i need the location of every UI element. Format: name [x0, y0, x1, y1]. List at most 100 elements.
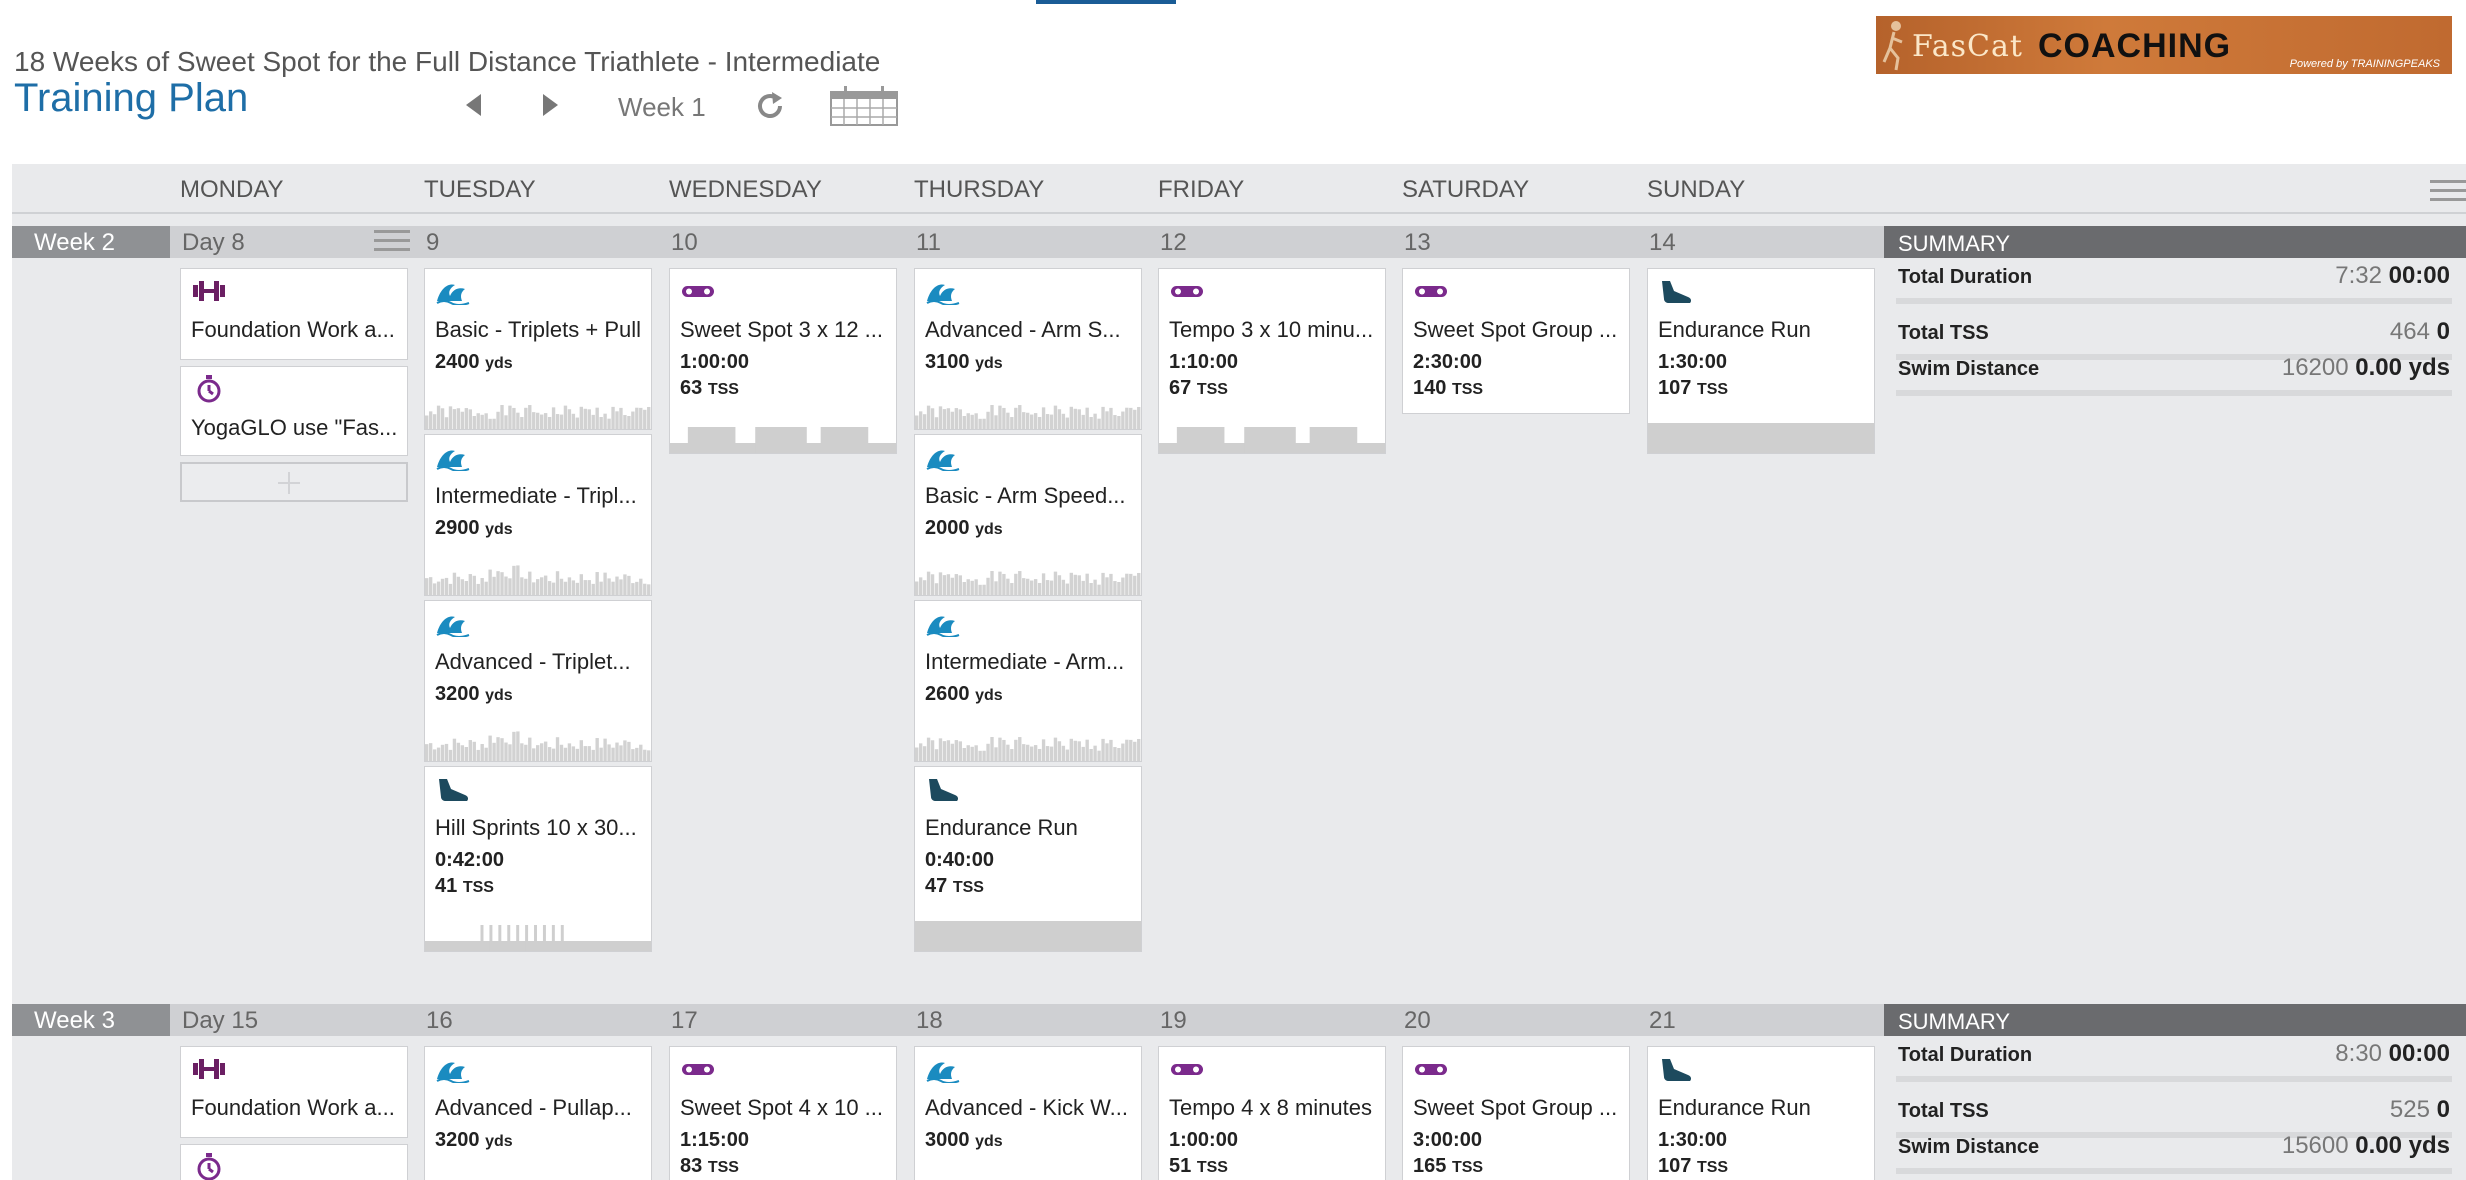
swim-icon — [925, 277, 961, 306]
workout-card[interactable]: Advanced - Pullap... 3200 yds — [424, 1046, 652, 1180]
workout-card[interactable]: Sweet Spot Group ... 3:00:00 165 TSS — [1402, 1046, 1630, 1180]
bike-icon — [680, 1055, 716, 1083]
workout-card[interactable]: YogaGLO use "Fas... — [180, 366, 408, 456]
workout-card[interactable]: Foundation Work a... — [180, 1046, 408, 1138]
workout-card[interactable]: Intermediate - Arm... 2600 yds — [914, 600, 1142, 762]
workout-card[interactable]: Tempo 3 x 10 minu... 1:10:00 67 TSS — [1158, 268, 1386, 454]
workout-primary-metric: 3:00:00 — [1413, 1129, 1482, 1151]
workout-profile-graph — [425, 565, 651, 595]
bike-icon — [1413, 277, 1449, 305]
day-menu-icon[interactable] — [374, 230, 410, 252]
workout-card[interactable]: Sweet Spot 4 x 10 ... 1:15:00 83 TSS — [669, 1046, 897, 1180]
workout-title: Tempo 4 x 8 minutes — [1169, 1095, 1372, 1120]
week-row: Week 3 Day 15 16 17 18 19 20 21 SUMMARY … — [12, 1004, 2466, 1180]
workout-profile-graph — [915, 571, 1141, 595]
workout-title: Sweet Spot Group ... — [1413, 1095, 1618, 1120]
day-number: Day 8 — [182, 229, 245, 256]
workout-title: Sweet Spot 3 x 12 ... — [680, 317, 884, 342]
workout-tss: 67 TSS — [1169, 377, 1228, 399]
workout-title: Intermediate - Tripl... — [435, 483, 637, 508]
swim-icon — [435, 277, 471, 306]
bike-icon — [1169, 277, 1205, 305]
workout-card[interactable]: Sweet Spot 3 x 12 ... 1:00:00 63 TSS — [669, 268, 897, 454]
workout-profile-graph — [915, 921, 1141, 951]
workout-primary-metric: 1:10:00 — [1169, 351, 1238, 373]
workout-title: Sweet Spot Group ... — [1413, 317, 1618, 342]
workout-card[interactable]: Sweet Spot Group ... 2:30:00 140 TSS — [1402, 268, 1630, 414]
summary-tss-label: Total TSS — [1898, 1100, 1989, 1122]
training-calendar: MONDAY TUESDAY WEDNESDAY THURSDAY FRIDAY… — [12, 164, 2466, 1180]
add-workout-button[interactable] — [180, 462, 408, 502]
workout-card[interactable]: Endurance Run 0:40:00 47 TSS — [914, 766, 1142, 952]
workout-title: Basic - Arm Speed... — [925, 483, 1126, 508]
summary-swim-label: Swim Distance — [1898, 1136, 2040, 1158]
workout-title: Endurance Run — [925, 815, 1078, 840]
workout-primary-metric: 1:30:00 — [1658, 1129, 1727, 1151]
workout-card[interactable]: Hill Sprints 10 x 30... 0:42:00 41 TSS — [424, 766, 652, 952]
weekday-tuesday: TUESDAY — [424, 176, 536, 203]
workout-title: Hill Sprints 10 x 30... — [435, 815, 637, 840]
day-number: 11 — [916, 229, 941, 256]
strength-icon — [191, 1055, 227, 1083]
logo-powered-by-text: Powered by TRAININGPEAKS — [2289, 58, 2440, 70]
summary-tss-value: 525 0 — [2389, 1096, 2450, 1123]
refresh-icon[interactable] — [752, 88, 788, 124]
workout-card[interactable]: Foundation Work a... — [180, 268, 408, 360]
workout-tss: 41 TSS — [435, 875, 494, 897]
workout-card[interactable]: Tempo 4 x 8 minutes 1:00:00 51 TSS — [1158, 1046, 1386, 1180]
summary-duration-label: Total Duration — [1898, 266, 2033, 288]
day-number: Day 15 — [182, 1007, 259, 1034]
workout-profile-graph — [425, 731, 651, 761]
weekday-header-row: MONDAY TUESDAY WEDNESDAY THURSDAY FRIDAY… — [12, 164, 2466, 214]
workout-profile-graph — [425, 405, 651, 429]
logo-coaching-text: COACHING — [2038, 27, 2232, 65]
workout-card[interactable]: Advanced - Triplet... 3200 yds — [424, 600, 652, 762]
swim-icon — [925, 609, 961, 638]
day-number: 9 — [426, 229, 440, 256]
calendar-icon[interactable] — [830, 86, 898, 126]
workout-primary-metric: 1:15:00 — [680, 1129, 749, 1151]
workout-card[interactable]: Advanced - Kick W... 3000 yds — [914, 1046, 1142, 1180]
workout-tss: 107 TSS — [1658, 1155, 1729, 1177]
workout-profile-graph — [425, 925, 651, 951]
fascat-coaching-logo: FasCat COACHING Powered by TRAININGPEAKS — [1876, 16, 2452, 74]
workout-card[interactable]: Basic - Arm Speed... 2000 yds — [914, 434, 1142, 596]
day-number: 12 — [1160, 229, 1187, 256]
stopwatch-icon — [191, 1153, 227, 1180]
logo-fascat-text: FasCat — [1912, 29, 2023, 64]
previous-week-button[interactable] — [466, 94, 481, 116]
summary-total-tss: Total TSS 464 0 — [1896, 318, 2452, 360]
summary-tss-label: Total TSS — [1898, 322, 1989, 344]
calendar-options-menu-icon[interactable] — [2430, 180, 2466, 202]
summary-duration-value: 7:32 00:00 — [2335, 262, 2450, 289]
summary-duration-value: 8:30 00:00 — [2335, 1040, 2450, 1067]
summary-swim-label: Swim Distance — [1898, 358, 2040, 380]
workout-primary-metric: 2400 yds — [435, 351, 513, 373]
workout-title: Endurance Run — [1658, 1095, 1811, 1120]
workout-profile-graph — [915, 737, 1141, 761]
workout-card[interactable]: Advanced - Arm S... 3100 yds — [914, 268, 1142, 430]
workout-card[interactable]: Basic - Triplets + Pull 2400 yds — [424, 268, 652, 430]
top-nav-accent — [1036, 0, 1176, 4]
workout-card[interactable] — [180, 1144, 408, 1180]
next-week-button[interactable] — [543, 94, 558, 116]
run-shoe-icon — [925, 775, 961, 803]
summary-header: SUMMARY — [1884, 1004, 2466, 1036]
workout-profile-graph — [1159, 427, 1385, 453]
workout-primary-metric: 0:42:00 — [435, 849, 504, 871]
week-row: Week 2 Day 8 9 10 11 12 13 14 SUMMARY To… — [12, 226, 2466, 952]
workout-profile-graph — [915, 405, 1141, 429]
day-number: 20 — [1404, 1007, 1431, 1034]
bike-icon — [680, 277, 716, 305]
workout-title: Foundation Work a... — [191, 317, 395, 342]
workout-card[interactable]: Intermediate - Tripl... 2900 yds — [424, 434, 652, 596]
summary-tss-value: 464 0 — [2389, 318, 2450, 345]
workout-primary-metric: 2900 yds — [435, 517, 513, 539]
weekday-saturday: SATURDAY — [1402, 176, 1530, 203]
workout-card[interactable]: Endurance Run 1:30:00 107 TSS — [1647, 1046, 1875, 1180]
week-label: Week 3 — [12, 1004, 170, 1036]
summary-total-tss: Total TSS 525 0 — [1896, 1096, 2452, 1138]
workout-card[interactable]: Endurance Run 1:30:00 107 TSS — [1647, 268, 1875, 454]
workout-primary-metric: 1:30:00 — [1658, 351, 1727, 373]
weekday-thursday: THURSDAY — [914, 176, 1045, 203]
